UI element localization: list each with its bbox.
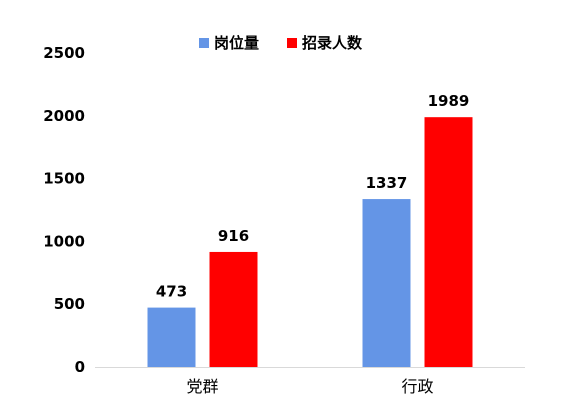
data-labels: 473 916 1337 1989 [156,92,470,300]
data-label: 1989 [428,92,470,110]
chart-legend: 岗位量 招录人数 [199,34,363,52]
legend-label: 岗位量 [214,34,259,52]
bar [209,251,258,367]
bar [362,199,411,367]
x-category-label: 党群 [186,377,218,396]
legend-swatch [287,38,297,48]
legend-label: 招录人数 [302,34,363,52]
y-tick-label: 0 [75,358,85,376]
data-label: 473 [156,283,187,301]
y-tick-label: 2000 [43,107,85,125]
y-tick-label: 1000 [43,232,85,250]
data-label: 1337 [366,174,408,192]
data-label: 916 [218,227,249,245]
x-category-label: 行政 [401,377,433,396]
x-axis: 党群 行政 [95,367,525,396]
y-axis: 0 500 1000 1500 2000 2500 [43,44,85,376]
legend-swatch [199,38,209,48]
y-tick-label: 2500 [43,44,85,62]
bar [147,307,196,367]
bar-series [147,117,473,367]
y-tick-label: 1500 [43,170,85,188]
y-tick-label: 500 [54,295,85,313]
bar [424,117,473,367]
